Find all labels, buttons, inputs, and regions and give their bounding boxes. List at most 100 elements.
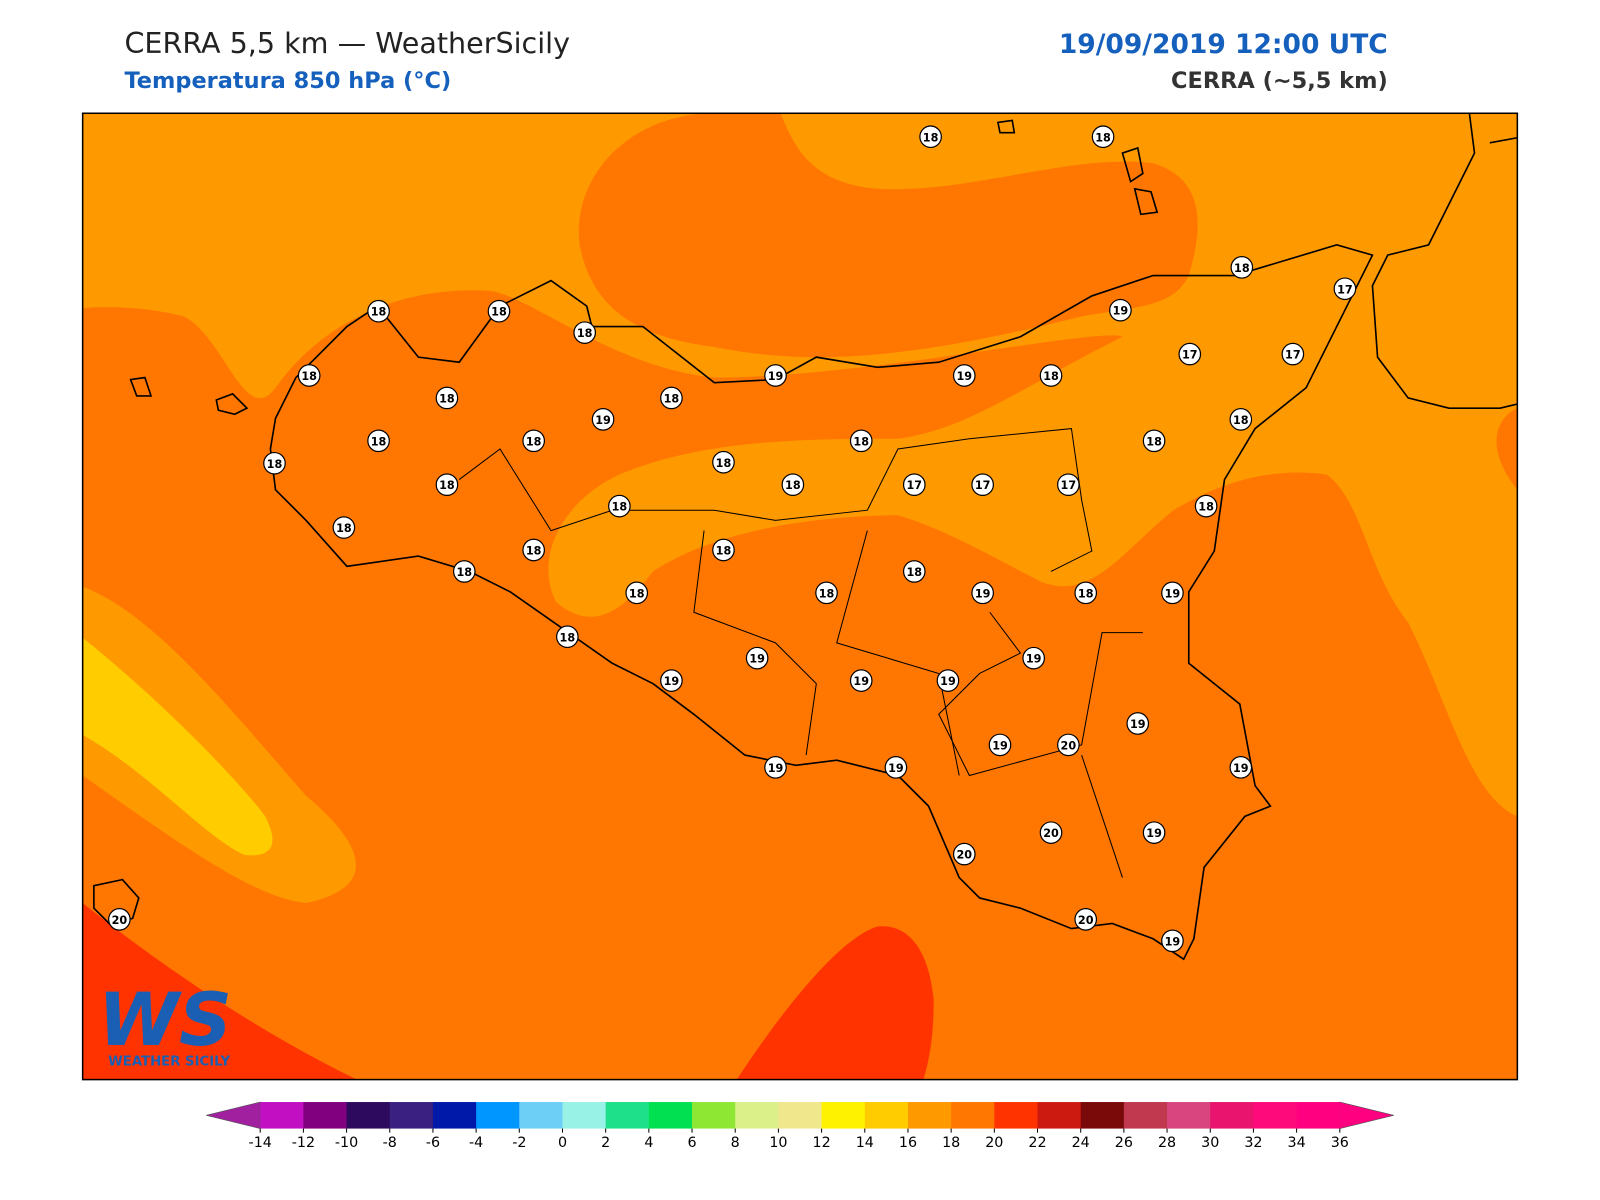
station-value: 18 [577,327,593,340]
station-marker [1281,342,1305,366]
station-marker [435,473,459,497]
colorbar-box [864,1102,909,1129]
title: CERRA 5,5 km — WeatherSicily [124,26,570,60]
station-value: 18 [526,435,542,448]
station: 18 [1074,581,1098,605]
station-marker [1194,494,1218,518]
station: 19 [1229,756,1253,779]
station-value: 18 [371,435,387,448]
colorbar-tick-label: 36 [1331,1135,1349,1151]
station: 18 [625,581,649,605]
station-marker [1161,581,1184,605]
station: 20 [1074,908,1098,931]
station-value: 18 [526,545,542,558]
colorbar-tick-label: -10 [335,1135,358,1151]
colorbar-tick-label: 14 [856,1135,874,1151]
colorbar-tick-label: 22 [1028,1135,1046,1151]
station-marker [849,429,873,453]
colorbar-box [821,1102,866,1129]
colorbar-tick-label: 8 [731,1135,740,1151]
station: 19 [591,408,615,431]
station: 18 [367,299,390,323]
colorbar-box [692,1102,736,1129]
station: 18 [849,429,873,453]
colorbar-box [346,1102,391,1129]
station-marker [1039,364,1063,387]
station-marker [1057,733,1080,757]
station-value: 20 [1061,739,1077,752]
station-value: 18 [491,306,507,319]
station-marker [1333,277,1357,301]
station: 18 [556,625,579,649]
station-value: 17 [975,479,991,492]
logo: WS WEATHER SICILY [98,978,232,1069]
station-value: 17 [906,479,922,492]
station-value: 20 [1078,914,1094,927]
station-marker [263,451,286,475]
colorbar-under [206,1101,261,1129]
station: 17 [1333,277,1357,301]
station-value: 20 [956,849,972,862]
station-value: 19 [1026,653,1042,666]
station-value: 19 [664,675,680,688]
station-value: 17 [1182,349,1198,362]
station-value: 19 [1113,305,1129,318]
station-value: 20 [1043,827,1059,840]
station: 18 [712,450,735,474]
field-20-22 [736,926,934,1080]
station: 18 [1229,408,1253,431]
station-value: 18 [456,566,472,579]
station-marker [884,756,908,779]
colorbar-box [260,1102,304,1129]
station-value: 18 [629,587,645,600]
station: 18 [522,429,545,453]
station: 19 [1109,298,1132,322]
station-marker [988,733,1012,757]
station-value: 18 [301,370,317,383]
station-value: 19 [1130,718,1146,731]
field-14-16 [82,637,273,856]
colorbar-tick-label: 12 [813,1135,831,1151]
station-value: 18 [853,435,869,448]
station-marker [849,669,873,692]
station-value: 19 [595,414,611,427]
colorbar: -14 -12 -10 -8 -6 -4 -2 0 2 4 6 8 10 12 14 16 18 20 22 24 26… [206,1101,1394,1151]
colorbar-tick-label: 28 [1158,1135,1176,1151]
station-value: 19 [956,370,972,383]
station-value: 18 [1095,131,1111,144]
colorbar-tick-label: 24 [1072,1135,1090,1151]
station: 18 [263,451,286,475]
station-marker [1022,646,1045,670]
station-value: 17 [1337,283,1353,296]
station-marker [1074,581,1098,605]
station-value: 18 [785,479,801,492]
station: 19 [1022,646,1045,670]
station: 19 [1142,821,1166,844]
station-marker [522,538,545,562]
colorbar-tick-label: -12 [292,1135,315,1151]
station-value: 20 [112,914,128,927]
station-marker [1109,298,1132,322]
station-marker [1229,408,1253,431]
station-value: 19 [975,587,991,600]
colorbar-box [907,1102,952,1129]
station: 18 [1142,429,1166,453]
station-marker [1057,473,1080,497]
station-marker [815,581,838,605]
station: 17 [1057,473,1080,497]
station-marker [297,364,321,387]
station: 18 [522,538,545,562]
station: 18 [1091,125,1115,149]
station: 17 [1281,342,1305,366]
station-marker [936,669,960,692]
colorbar-box [1167,1102,1211,1129]
station-marker [1229,756,1253,779]
station: 17 [902,473,926,497]
station: 18 [573,321,597,344]
station-marker [487,299,511,323]
colorbar-tick-label: 2 [601,1135,610,1151]
colorbar-tick-label: 34 [1288,1135,1306,1151]
colorbar-box [778,1102,823,1129]
station-marker [1142,821,1166,844]
